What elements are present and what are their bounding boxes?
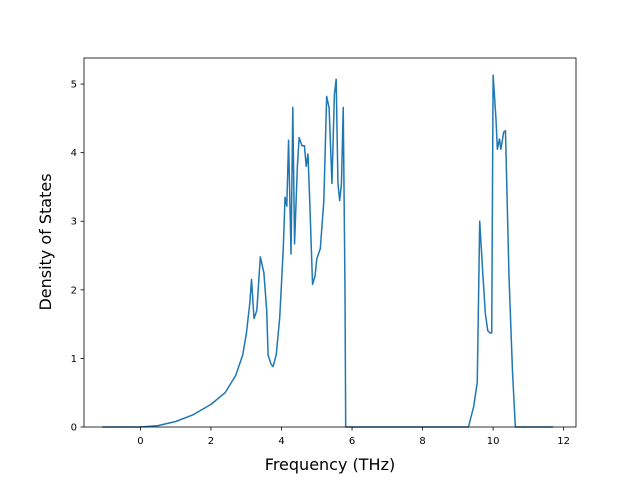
y-tick-label: 0 [71, 423, 77, 434]
y-tick-label: 4 [71, 148, 77, 159]
data-line [102, 74, 554, 428]
x-tick-label: 2 [208, 436, 214, 447]
x-tick-label: 8 [419, 436, 425, 447]
y-axis-label: Density of States [36, 173, 55, 310]
plot-frame [83, 57, 577, 428]
x-tick-label: 10 [487, 436, 500, 447]
x-tick-label: 12 [557, 436, 570, 447]
y-tick-label: 3 [71, 217, 77, 228]
y-tick-label: 1 [71, 354, 77, 365]
x-tick-label: 4 [278, 436, 284, 447]
y-tick-label: 2 [71, 285, 77, 296]
x-tick-label: 6 [349, 436, 355, 447]
x-tick-label: 0 [137, 436, 143, 447]
y-tick-label: 5 [71, 80, 77, 91]
x-axis-label: Frequency (THz) [265, 455, 395, 474]
